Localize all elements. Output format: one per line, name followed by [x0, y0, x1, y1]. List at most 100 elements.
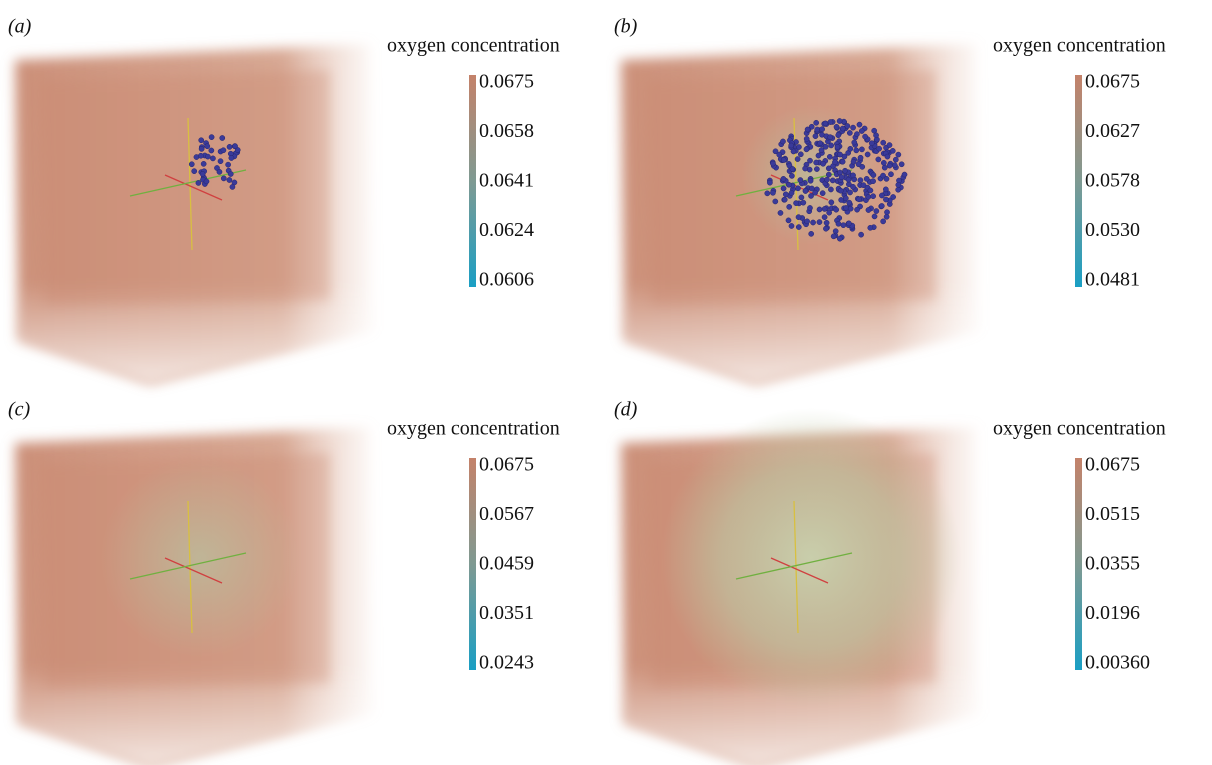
cell	[823, 226, 828, 231]
cell	[859, 128, 864, 133]
cell	[854, 207, 859, 212]
cell	[871, 179, 876, 184]
cell	[864, 176, 869, 181]
cell	[773, 149, 778, 154]
cell	[808, 178, 813, 183]
cell	[827, 210, 832, 215]
cell	[828, 187, 833, 192]
cell	[804, 147, 809, 152]
cell	[884, 176, 889, 181]
cell	[856, 162, 861, 167]
cell	[781, 186, 786, 191]
cell	[881, 160, 886, 165]
cell	[767, 180, 772, 185]
cell	[804, 136, 809, 141]
cell	[822, 215, 827, 220]
cell	[765, 191, 770, 196]
cell	[820, 191, 825, 196]
cell	[896, 152, 901, 157]
cell	[879, 203, 884, 208]
panel: (c)oxygen concentration0.06750.05670.045…	[8, 399, 560, 765]
colorbar-title: oxygen concentration	[993, 35, 1166, 57]
cell	[858, 178, 863, 183]
cell	[884, 210, 889, 215]
cell	[210, 156, 215, 161]
cell	[805, 127, 810, 132]
cell	[196, 180, 201, 185]
cell	[786, 218, 791, 223]
cell	[868, 225, 873, 230]
cell	[840, 159, 845, 164]
colorbar-title: oxygen concentration	[993, 418, 1166, 440]
cell	[828, 119, 833, 124]
cell	[896, 182, 901, 187]
panel-label: (b)	[614, 16, 638, 38]
cell	[876, 157, 881, 162]
colorbar-tick-label: 0.0627	[1085, 120, 1140, 142]
colorbar	[1075, 458, 1082, 670]
cell	[209, 148, 214, 153]
colorbar-tick-label: 0.0675	[1085, 454, 1140, 476]
cell	[842, 168, 847, 173]
colorbar-tick-label: 0.0624	[479, 219, 534, 241]
cell	[192, 169, 197, 174]
colorbar-tick-label: 0.0515	[1085, 503, 1140, 525]
cell	[789, 190, 794, 195]
colorbar-tick-label: 0.0530	[1085, 219, 1140, 241]
cell	[786, 182, 791, 187]
glow	[661, 408, 961, 708]
cell	[814, 120, 819, 125]
panel-label: (c)	[8, 399, 31, 421]
cell	[824, 220, 829, 225]
colorbar	[1075, 75, 1082, 287]
cell	[826, 172, 831, 177]
cell	[807, 205, 812, 210]
cell	[866, 207, 871, 212]
cell	[865, 152, 870, 157]
cell	[859, 232, 864, 237]
colorbar-tick-label: 0.0578	[1085, 170, 1140, 192]
cell	[221, 148, 226, 153]
cell	[902, 172, 907, 177]
cell	[798, 152, 803, 157]
cell	[829, 200, 834, 205]
cell	[851, 159, 856, 164]
cell	[824, 177, 829, 182]
cell	[899, 162, 904, 167]
cell	[818, 141, 823, 146]
cell	[888, 172, 893, 177]
cell	[857, 122, 862, 127]
colorbar-tick-label: 0.0243	[479, 652, 534, 674]
cell	[823, 121, 828, 126]
cell	[232, 144, 237, 149]
cell	[858, 155, 863, 160]
cell	[841, 223, 846, 228]
cell	[230, 184, 235, 189]
colorbar-tick-label: 0.0641	[479, 170, 534, 192]
colorbar-tick-label: 0.0658	[479, 120, 534, 142]
panel: (a)oxygen concentration0.06750.06580.064…	[8, 16, 560, 384]
cell	[209, 135, 214, 140]
cell	[200, 171, 205, 176]
cell	[848, 206, 853, 211]
cell	[883, 187, 888, 192]
cell	[799, 195, 804, 200]
cell	[820, 127, 825, 132]
cell	[885, 154, 890, 159]
colorbar-tick-label: 0.0481	[1085, 269, 1140, 291]
cell	[843, 205, 848, 210]
cell	[189, 162, 194, 167]
cell	[770, 161, 775, 166]
cell	[813, 134, 818, 139]
cell	[827, 154, 832, 159]
cell	[839, 175, 844, 180]
cell	[866, 194, 871, 199]
cell	[847, 190, 852, 195]
cell	[204, 179, 209, 184]
panel-label: (a)	[8, 16, 32, 38]
figure: (a) oxygen concentration 0.0675 0.0658 0.064…	[0, 0, 1212, 765]
cell	[783, 192, 788, 197]
cell	[220, 135, 225, 140]
cell	[840, 126, 845, 131]
cell	[874, 208, 879, 213]
